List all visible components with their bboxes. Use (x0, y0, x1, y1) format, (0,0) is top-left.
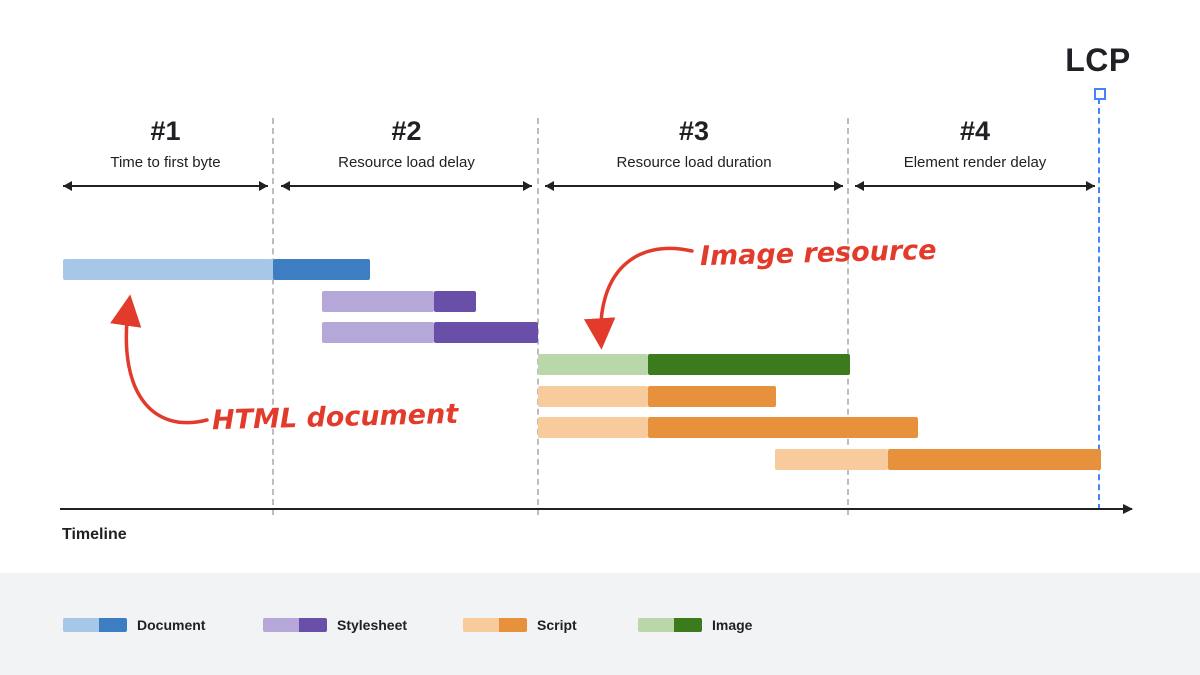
document-swatch (63, 618, 127, 632)
phase-2-number: #2 (391, 116, 422, 146)
stylesheet-light-segment (322, 291, 434, 312)
lcp-dashed-line (1098, 98, 1100, 510)
phase-4-number: #4 (959, 116, 991, 146)
stylesheet-dark-segment (434, 291, 476, 312)
phase-1-header: #1 Time to first byte (63, 116, 268, 191)
script-light-segment (775, 449, 888, 470)
lcp-marker-square (1094, 88, 1106, 100)
image-swatch (638, 618, 702, 632)
image-swatch-dark (674, 618, 702, 632)
script-dark-segment (648, 417, 918, 438)
lcp-title: LCP (1065, 42, 1131, 78)
phase-separator-2 (537, 118, 539, 515)
document-dark-segment (273, 259, 370, 280)
phase-4-label: Element render delay (903, 154, 1047, 171)
image-dark-segment (648, 354, 850, 375)
script-bar-2 (0, 417, 1200, 438)
legend: Document Stylesheet Script Image (0, 573, 1200, 675)
phase-1-span-arrow (63, 181, 268, 191)
phase-4-span-arrow (855, 181, 1095, 191)
timeline-label: Timeline (62, 526, 127, 543)
legend-label-script: Script (537, 617, 577, 633)
phase-separator-3 (847, 118, 849, 515)
legend-item-document: Document (63, 617, 205, 633)
phase-3-span-arrow (545, 181, 843, 191)
stylesheet-swatch-dark (299, 618, 327, 632)
stylesheet-dark-segment (434, 322, 538, 343)
script-light-segment (538, 417, 648, 438)
document-bar (0, 259, 1200, 280)
script-swatch-light (463, 618, 499, 632)
stylesheet-bar-2 (0, 322, 1200, 343)
image-bar (0, 354, 1200, 375)
timeline-axis (60, 504, 1133, 514)
phase-2-header: #2 Resource load delay (281, 116, 532, 191)
stylesheet-light-segment (322, 322, 434, 343)
script-bar-3 (0, 449, 1200, 470)
legend-label-image: Image (712, 617, 753, 633)
phase-4-header: #4 Element render delay (855, 116, 1095, 191)
image-light-segment (538, 354, 648, 375)
phase-2-label: Resource load delay (338, 154, 475, 171)
script-light-segment (538, 386, 648, 407)
document-swatch-dark (99, 618, 127, 632)
phase-separator-1 (272, 118, 274, 515)
script-dark-segment (888, 449, 1101, 470)
phase-3-label: Resource load duration (616, 154, 772, 171)
script-swatch (463, 618, 527, 632)
stylesheet-bar-1 (0, 291, 1200, 312)
image-resource-annotation: Image resource (699, 234, 937, 273)
phase-1-number: #1 (150, 116, 181, 146)
stylesheet-swatch (263, 618, 327, 632)
document-light-segment (63, 259, 273, 280)
script-swatch-dark (499, 618, 527, 632)
legend-label-document: Document (137, 617, 206, 633)
legend-item-image: Image (638, 617, 752, 633)
script-dark-segment (648, 386, 776, 407)
legend-label-stylesheet: Stylesheet (337, 617, 408, 633)
document-swatch-light (63, 618, 99, 632)
html-document-annotation: HTML document (211, 398, 459, 437)
image-swatch-light (638, 618, 674, 632)
legend-item-stylesheet: Stylesheet (263, 617, 407, 633)
script-bar-1 (0, 386, 1200, 407)
legend-item-script: Script (463, 617, 577, 633)
phase-1-label: Time to first byte (110, 154, 221, 171)
phase-3-header: #3 Resource load duration (545, 116, 843, 191)
phase-2-span-arrow (281, 181, 532, 191)
phase-3-number: #3 (678, 116, 710, 146)
stylesheet-swatch-light (263, 618, 299, 632)
